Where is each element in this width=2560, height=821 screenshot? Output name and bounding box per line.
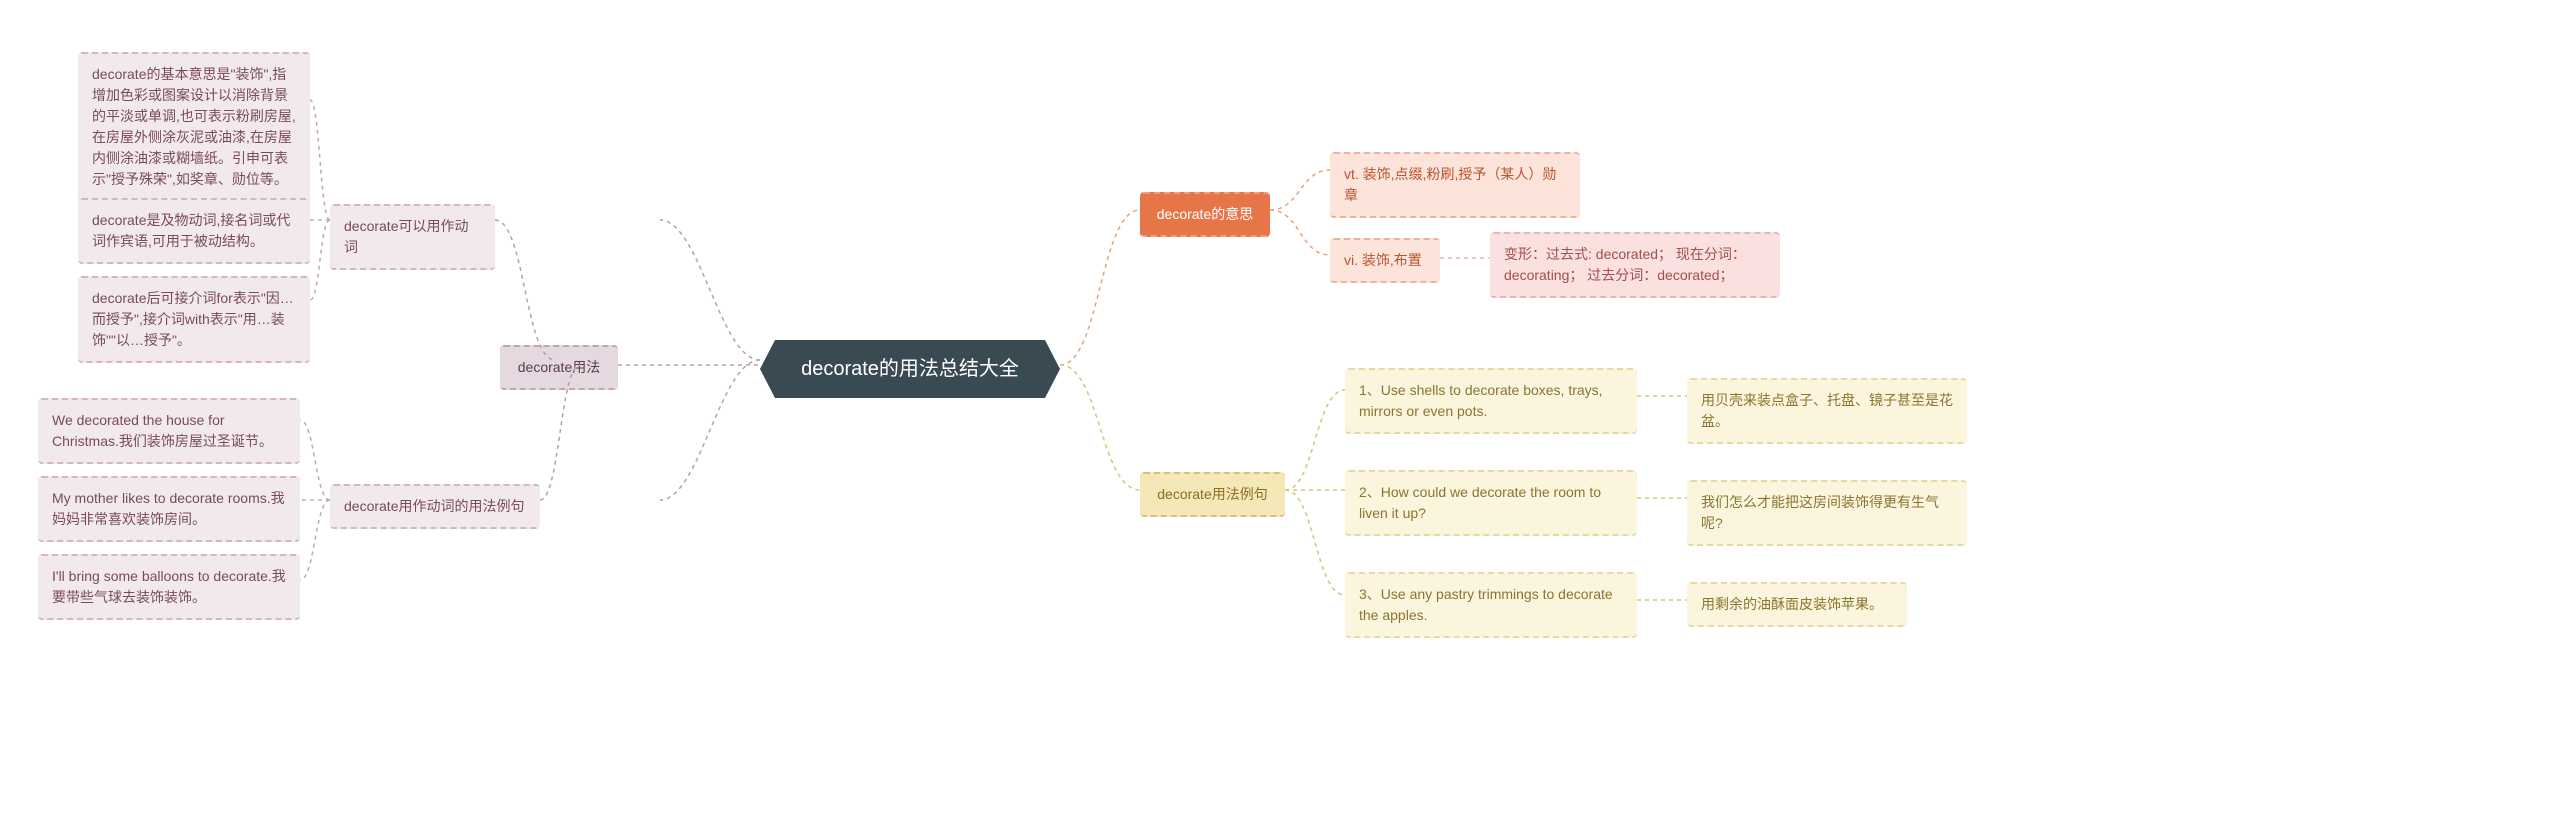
verb-leaf-1: decorate是及物动词,接名词或代词作宾语,可用于被动结构。 bbox=[78, 198, 310, 264]
examples-en-1: 2、How could we decorate the room to live… bbox=[1345, 470, 1637, 536]
usage-node: decorate用法 bbox=[500, 345, 618, 390]
connector-examples-leaves bbox=[1285, 380, 1345, 610]
example-leaf-1: My mother likes to decorate rooms.我妈妈非常喜… bbox=[38, 476, 300, 542]
example-leaf-2: I'll bring some balloons to decorate.我要带… bbox=[38, 554, 300, 620]
meaning-leaf-0: vt. 装饰,点缀,粉刷,授予（某人）勋章 bbox=[1330, 152, 1580, 218]
meaning-leaf-extra: 变形：过去式: decorated； 现在分词：decorating； 过去分词… bbox=[1490, 232, 1780, 298]
connector-usage-center bbox=[618, 355, 760, 375]
connector-zh-2 bbox=[1637, 592, 1687, 612]
verb-branch-node: decorate可以用作动词 bbox=[330, 204, 495, 270]
examples-zh-1: 我们怎么才能把这房间装饰得更有生气呢? bbox=[1687, 480, 1967, 546]
examples-en-0: 1、Use shells to decorate boxes, trays, m… bbox=[1345, 368, 1637, 434]
connector-zh-0 bbox=[1637, 388, 1687, 408]
examples-en-2: 3、Use any pastry trimmings to decorate t… bbox=[1345, 572, 1637, 638]
examples-node: decorate用法例句 bbox=[1140, 472, 1285, 517]
connector-left bbox=[600, 180, 760, 560]
connector-example-leaves bbox=[300, 420, 330, 590]
examples-zh-2: 用剩余的油酥面皮装饰苹果。 bbox=[1687, 582, 1907, 627]
connector-meaning-extra bbox=[1440, 250, 1490, 270]
connector-meaning-leaves bbox=[1270, 160, 1330, 270]
verb-leaf-2: decorate后可接介词for表示"因…而授予",接介词with表示"用…装饰… bbox=[78, 276, 310, 363]
meaning-leaf-1: vi. 装饰,布置 bbox=[1330, 238, 1440, 283]
example-leaf-0: We decorated the house for Christmas.我们装… bbox=[38, 398, 300, 464]
center-node: decorate的用法总结大全 bbox=[760, 340, 1060, 398]
meaning-node: decorate的意思 bbox=[1140, 192, 1270, 237]
connector-right bbox=[1060, 200, 1140, 520]
example-branch-node: decorate用作动词的用法例句 bbox=[330, 484, 540, 529]
examples-zh-0: 用贝壳来装点盒子、托盘、镜子甚至是花盆。 bbox=[1687, 378, 1967, 444]
verb-leaf-0: decorate的基本意思是"装饰",指增加色彩或图案设计以消除背景的平淡或单调… bbox=[78, 52, 310, 202]
connector-zh-1 bbox=[1637, 490, 1687, 510]
